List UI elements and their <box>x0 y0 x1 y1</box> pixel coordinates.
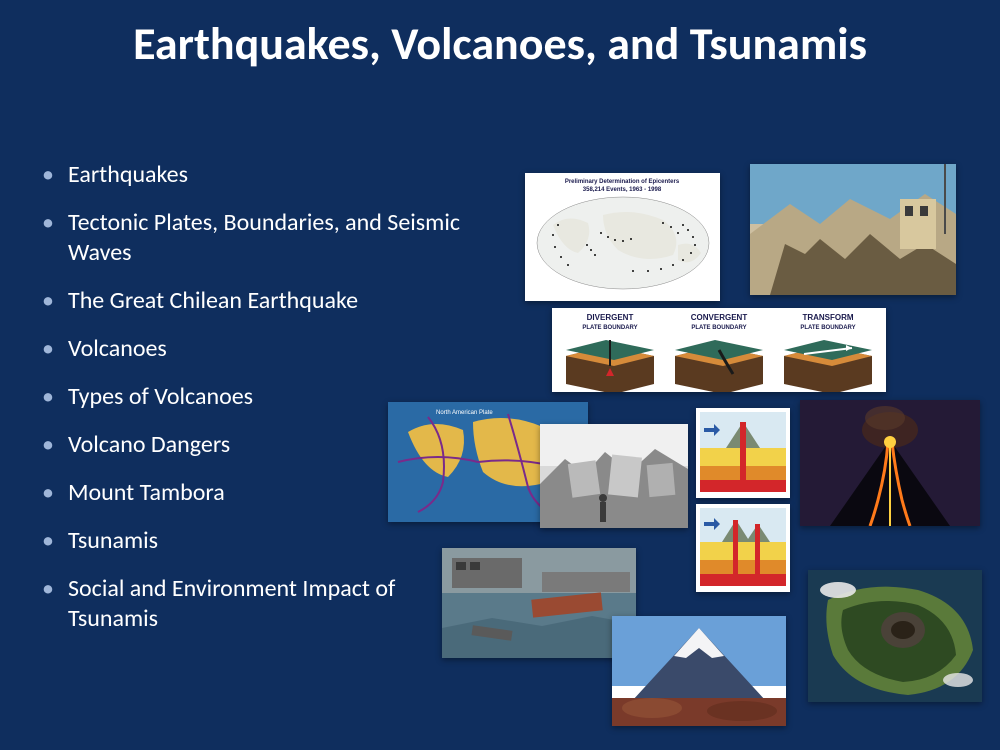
thumb-earthquake-rubble <box>750 164 956 295</box>
svg-text:Preliminary Determination of E: Preliminary Determination of Epicenters <box>565 179 680 185</box>
thumb-tambora-satellite <box>808 570 982 702</box>
svg-text:CONVERGENT: CONVERGENT <box>691 313 748 322</box>
svg-text:358,214 Events, 1963 - 1998: 358,214 Events, 1963 - 1998 <box>583 187 662 193</box>
thumb-epicenter-map: Preliminary Determination of Epicenters … <box>525 173 720 301</box>
image-collage: Preliminary Determination of Epicenters … <box>0 0 1000 750</box>
svg-text:PLATE BOUNDARY: PLATE BOUNDARY <box>800 325 855 331</box>
thumb-volcano-cross-section-bottom <box>696 504 790 592</box>
thumb-volcano-cross-section-top <box>696 408 790 498</box>
svg-text:PLATE BOUNDARY: PLATE BOUNDARY <box>582 325 637 331</box>
thumb-tsunami-port-damage <box>442 548 636 658</box>
svg-text:North American Plate: North American Plate <box>436 410 493 416</box>
thumb-erupting-volcano <box>800 400 980 526</box>
thumb-chile-earthquake <box>540 424 688 528</box>
svg-text:PLATE BOUNDARY: PLATE BOUNDARY <box>691 325 746 331</box>
thumb-mount-fuji <box>612 616 786 726</box>
svg-text:TRANSFORM: TRANSFORM <box>802 313 853 322</box>
svg-text:DIVERGENT: DIVERGENT <box>587 313 634 322</box>
thumb-plate-boundaries: DIVERGENT PLATE BOUNDARY CONVERGENT PLAT… <box>552 308 886 392</box>
